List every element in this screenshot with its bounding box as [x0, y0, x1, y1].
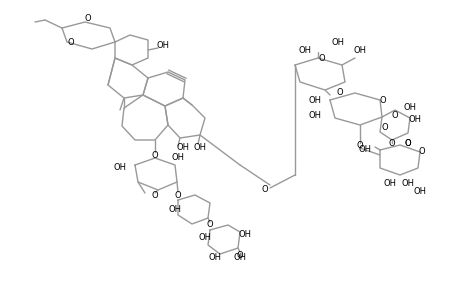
Text: O: O [379, 95, 386, 104]
Text: OH: OH [171, 154, 184, 163]
Text: O: O [356, 140, 363, 149]
Text: OH: OH [403, 103, 415, 112]
Text: O: O [418, 148, 425, 157]
Text: O: O [404, 139, 410, 148]
Text: OH: OH [358, 146, 371, 154]
Text: OH: OH [298, 46, 311, 55]
Text: OH: OH [331, 38, 344, 46]
Text: O: O [381, 124, 387, 133]
Text: O: O [151, 190, 158, 200]
Text: O: O [206, 220, 213, 230]
Text: O: O [404, 139, 410, 148]
Text: O: O [318, 53, 325, 62]
Text: O: O [391, 110, 397, 119]
Text: O: O [336, 88, 342, 97]
Text: O: O [151, 151, 158, 160]
Text: OH: OH [408, 116, 420, 124]
Text: OH: OH [193, 143, 206, 152]
Text: OH: OH [413, 188, 425, 196]
Text: OH: OH [198, 233, 211, 242]
Text: OH: OH [238, 230, 251, 239]
Text: O: O [388, 139, 394, 148]
Text: OH: OH [168, 206, 181, 214]
Text: O: O [67, 38, 74, 46]
Text: OH: OH [308, 95, 321, 104]
Text: OH: OH [176, 143, 189, 152]
Text: O: O [174, 190, 181, 200]
Text: OH: OH [208, 254, 221, 262]
Text: OH: OH [308, 110, 321, 119]
Text: OH: OH [233, 254, 246, 262]
Text: OH: OH [113, 164, 126, 172]
Text: O: O [261, 185, 268, 194]
Text: OH: OH [156, 40, 169, 50]
Text: OH: OH [353, 46, 366, 55]
Text: O: O [84, 14, 91, 22]
Text: O: O [236, 250, 243, 260]
Text: OH: OH [383, 178, 396, 188]
Text: OH: OH [401, 178, 414, 188]
